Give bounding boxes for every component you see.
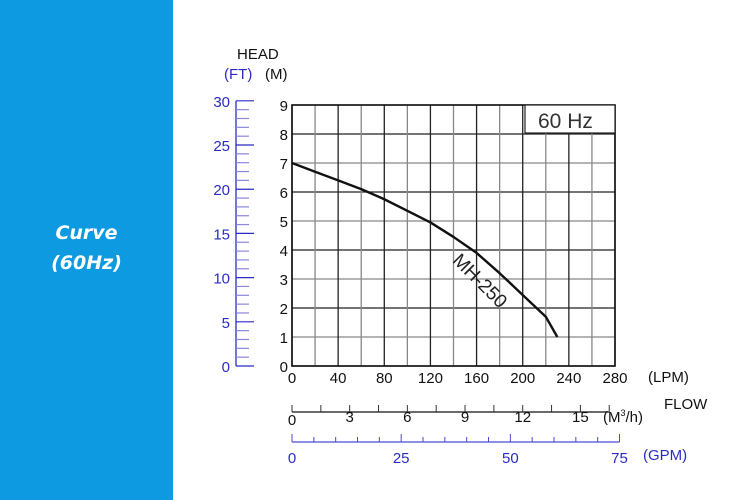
y-tick-m: 3 (280, 272, 288, 289)
y-tick-m: 9 (280, 98, 288, 115)
y-tick-m: 6 (280, 185, 288, 202)
x-tick-lpm: 0 (288, 370, 296, 387)
y-tick-m: 2 (280, 301, 288, 318)
x-tick-lpm: 40 (330, 370, 347, 387)
y-tick-ft: 10 (213, 271, 230, 288)
x-tick-lpm: 120 (418, 370, 443, 387)
m3h-unit-label: (M3/h) (603, 408, 644, 426)
ft-unit-label: (FT) (224, 66, 253, 83)
pump-curve-line (291, 161, 559, 338)
x-tick-gpm: 0 (288, 450, 296, 467)
y-tick-m: 8 (280, 127, 288, 144)
flow-label: FLOW (664, 396, 708, 413)
sidebar-panel: Curve (60Hz) (0, 0, 173, 500)
y-tick-m: 4 (280, 243, 288, 260)
y-tick-ft: 20 (213, 182, 230, 199)
x-tick-lpm: 200 (510, 370, 535, 387)
x-tick-gpm: 50 (502, 450, 519, 467)
x-tick-lpm: 160 (464, 370, 489, 387)
y-tick-ft: 15 (213, 226, 230, 243)
sidebar-subtitle: (60Hz) (51, 252, 122, 274)
x-tick-lpm: 280 (602, 370, 627, 387)
x-tick-m3h: 3 (346, 409, 354, 426)
y-tick-m: 0 (280, 359, 288, 376)
y-tick-ft: 5 (222, 315, 230, 332)
x-tick-m3h: 9 (461, 409, 469, 426)
x-tick-m3h: 15 (572, 409, 589, 426)
y-tick-m: 5 (280, 214, 288, 231)
plot-frame (291, 104, 616, 367)
x-tick-lpm: 80 (376, 370, 393, 387)
y-tick-ft: 30 (213, 94, 230, 111)
x-tick-m3h: 6 (403, 409, 411, 426)
sidebar-title: Curve (55, 222, 118, 244)
x-tick-m3h: 0 (288, 412, 296, 429)
y-tick-m: 1 (280, 330, 288, 347)
x-tick-lpm: 240 (556, 370, 581, 387)
y-tick-ft: 0 (222, 359, 230, 376)
lpm-unit-label: (LPM) (648, 369, 689, 386)
head-axis-label: HEAD (237, 46, 279, 63)
frequency-label: 60 Hz (538, 110, 593, 133)
freq-box (524, 104, 616, 134)
y-tick-m: 7 (280, 156, 288, 173)
y-tick-ft: 25 (213, 138, 230, 155)
gpm-unit-label: (GPM) (643, 447, 688, 464)
x-tick-gpm: 25 (393, 450, 410, 467)
x-tick-m3h: 12 (514, 409, 531, 426)
m-unit-label: (M) (265, 66, 288, 83)
x-tick-gpm: 75 (611, 450, 628, 467)
